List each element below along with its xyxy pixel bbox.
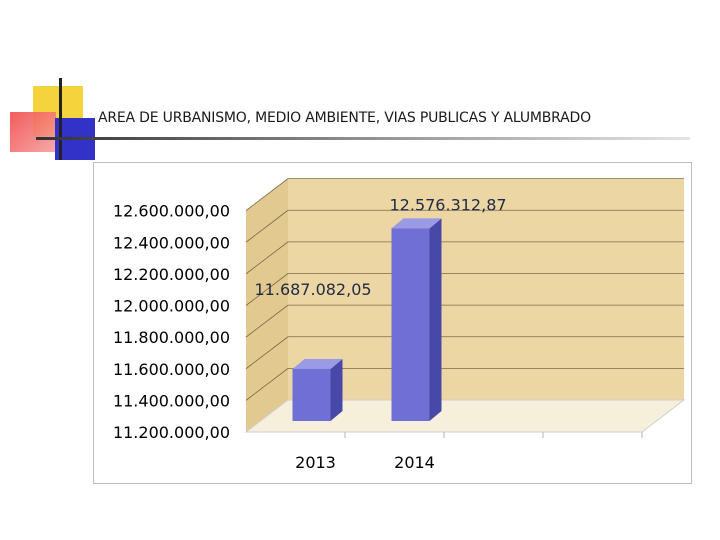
bar [391, 228, 430, 421]
y-tick-label: 12.400.000,00 [113, 233, 230, 252]
bar-side [429, 218, 442, 421]
data-label: 12.576.312,87 [390, 195, 507, 214]
bar-chart: 11.200.000,00 11.400.000,00 11.600.000,00 1… [113, 178, 686, 472]
chart-floor [244, 399, 686, 433]
chart-back-wall [288, 179, 684, 400]
chart-frame: 11.200.000,00 11.400.000,00 11.600.000,00 1… [93, 162, 692, 484]
chart-side-wall [246, 179, 288, 432]
y-tick-label: 12.600.000,00 [113, 202, 230, 221]
bar [292, 368, 331, 421]
decor-red-square [10, 112, 56, 152]
gridline-side [245, 178, 289, 211]
x-tick-label: 2013 [295, 453, 336, 472]
decor-vertical-line [59, 78, 62, 160]
bar-top [391, 218, 442, 229]
title-underline [36, 137, 690, 140]
y-tick-label: 11.800.000,00 [113, 328, 230, 347]
gridline-side [245, 273, 289, 306]
gridline-side [245, 304, 289, 338]
x-tick-label: 2014 [394, 453, 435, 472]
y-tick-label: 11.600.000,00 [113, 360, 230, 379]
gridline-side [245, 209, 289, 243]
gridline-side [245, 336, 289, 370]
bar-side [330, 358, 343, 421]
data-label: 11.687.082,05 [255, 280, 372, 299]
y-tick-label: 11.400.000,00 [113, 391, 230, 410]
y-tick-label: 12.200.000,00 [113, 265, 230, 284]
slide-title: AREA DE URBANISMO, MEDIO AMBIENTE, VIAS … [98, 110, 591, 126]
gridline-side [245, 368, 289, 401]
y-tick-label: 12.000.000,00 [113, 297, 230, 316]
y-tick-label: 11.200.000,00 [113, 423, 230, 442]
bar-top [292, 358, 343, 369]
gridline-side [245, 241, 289, 275]
